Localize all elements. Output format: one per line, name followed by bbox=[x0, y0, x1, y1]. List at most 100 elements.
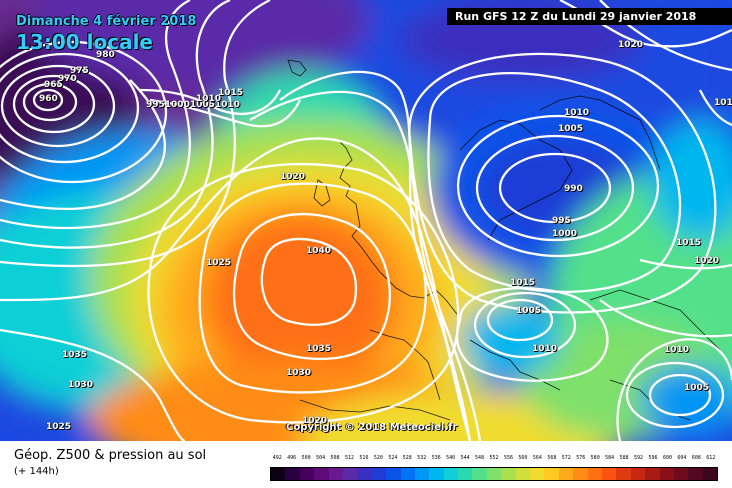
isobar-label: 1020 bbox=[618, 40, 644, 50]
scale-swatch bbox=[645, 468, 660, 480]
scale-swatch bbox=[486, 468, 502, 480]
scale-swatch bbox=[371, 468, 387, 480]
forecast-time: 13:00 locale bbox=[16, 30, 153, 54]
isobar-label: 1000 bbox=[552, 229, 578, 239]
scale-swatch bbox=[544, 468, 559, 480]
isobar-label: 1030 bbox=[286, 368, 312, 378]
scale-tick-label: 492 bbox=[272, 455, 282, 461]
scale-ticks: 492 496 500 504 508 512 516 520 524 528 532 536 540 5… bbox=[270, 455, 718, 465]
scale-bar bbox=[270, 467, 718, 481]
scale-swatch bbox=[501, 468, 516, 480]
copyright-text: Copyright © 2018 Meteociel.fr bbox=[286, 422, 458, 433]
scale-swatch bbox=[342, 468, 358, 480]
scale-swatch bbox=[616, 468, 631, 480]
isobar-label: 1020 bbox=[302, 416, 328, 426]
scale-tick-label: 592 bbox=[634, 455, 644, 461]
scale-tick-label: 540 bbox=[446, 455, 456, 461]
map-title: Géop. Z500 & pression au sol bbox=[14, 448, 207, 463]
scale-tick-label: 584 bbox=[605, 455, 615, 461]
isobar-label: 1010 bbox=[532, 344, 558, 354]
scale-swatch bbox=[458, 468, 473, 480]
scale-swatch bbox=[659, 468, 674, 480]
isobar-label: 980 bbox=[96, 50, 115, 60]
scale-tick-label: 600 bbox=[662, 455, 672, 461]
scale-swatch bbox=[314, 468, 329, 480]
scale-tick-label: 544 bbox=[460, 455, 470, 461]
scale-swatch bbox=[429, 468, 444, 480]
isobar-label: 960 bbox=[39, 94, 58, 104]
isobar-label: 1005 bbox=[516, 306, 542, 316]
scale-tick-label: 524 bbox=[388, 455, 398, 461]
isobar-label: 1040 bbox=[306, 246, 332, 256]
scale-swatch bbox=[673, 468, 689, 480]
scale-tick-label: 576 bbox=[576, 455, 586, 461]
forecast-date: Dimanche 4 février 2018 bbox=[16, 14, 197, 29]
geopotential-field bbox=[0, 0, 732, 441]
scale-swatch bbox=[299, 468, 315, 480]
scale-tick-label: 508 bbox=[330, 455, 340, 461]
scale-swatch bbox=[558, 468, 574, 480]
isobar-label: 995 bbox=[552, 216, 571, 226]
isobar-label: 1010 bbox=[564, 108, 590, 118]
scale-swatch bbox=[386, 468, 401, 480]
scale-tick-label: 504 bbox=[316, 455, 326, 461]
isobar-label: 1005 bbox=[684, 383, 710, 393]
scale-swatch bbox=[328, 468, 343, 480]
isobar-label: 1030 bbox=[68, 380, 94, 390]
scale-tick-label: 612 bbox=[706, 455, 716, 461]
scale-swatch bbox=[414, 468, 430, 480]
scale-tick-label: 596 bbox=[648, 455, 658, 461]
isobar-label: 965 bbox=[44, 80, 63, 90]
scale-tick-label: 496 bbox=[287, 455, 297, 461]
isobar-label: 1010 bbox=[664, 345, 690, 355]
scale-tick-label: 528 bbox=[402, 455, 412, 461]
forecast-range: (+ 144h) bbox=[14, 466, 59, 477]
scale-tick-label: 568 bbox=[547, 455, 557, 461]
scale-swatch bbox=[630, 468, 646, 480]
scale-swatch bbox=[573, 468, 588, 480]
scale-tick-label: 580 bbox=[590, 455, 600, 461]
isobar-label: 1025 bbox=[46, 422, 72, 432]
scale-swatch bbox=[357, 468, 372, 480]
scale-swatch bbox=[702, 468, 718, 480]
isobar-label: 1015 bbox=[510, 278, 536, 288]
scale-tick-label: 552 bbox=[489, 455, 499, 461]
scale-swatch bbox=[400, 468, 415, 480]
scale-swatch bbox=[472, 468, 487, 480]
weather-map: Dimanche 4 février 2018 13:00 locale Run… bbox=[0, 0, 732, 441]
scale-tick-label: 604 bbox=[677, 455, 687, 461]
isobar-label: 990 bbox=[564, 184, 583, 194]
scale-swatch bbox=[515, 468, 531, 480]
isobar-label: 970 bbox=[58, 74, 77, 84]
scale-tick-label: 500 bbox=[301, 455, 311, 461]
run-info: Run GFS 12 Z du Lundi 29 janvier 2018 bbox=[447, 8, 732, 25]
scale-tick-label: 532 bbox=[417, 455, 427, 461]
isobar-label: 1005 bbox=[558, 124, 584, 134]
scale-swatch bbox=[285, 468, 300, 480]
color-scale: 492 496 500 504 508 512 516 520 524 528 532 536 540 5… bbox=[270, 455, 718, 484]
scale-swatch bbox=[443, 468, 459, 480]
scale-swatch bbox=[601, 468, 617, 480]
scale-tick-label: 556 bbox=[503, 455, 513, 461]
scale-tick-label: 548 bbox=[475, 455, 485, 461]
scale-tick-label: 560 bbox=[518, 455, 528, 461]
isobar-label: 1020 bbox=[280, 172, 306, 182]
scale-swatch bbox=[688, 468, 703, 480]
isobar-label: 1020 bbox=[694, 256, 720, 266]
isobars bbox=[0, 0, 732, 441]
isobar-label: 1035 bbox=[306, 344, 332, 354]
scale-tick-label: 520 bbox=[373, 455, 383, 461]
scale-tick-label: 512 bbox=[344, 455, 354, 461]
scale-tick-label: 572 bbox=[561, 455, 571, 461]
isobar-label: 1025 bbox=[206, 258, 232, 268]
scale-swatch bbox=[271, 468, 286, 480]
scale-tick-label: 516 bbox=[359, 455, 369, 461]
isobar-label: 995100010051010 bbox=[146, 100, 240, 110]
scale-tick-label: 564 bbox=[532, 455, 542, 461]
isobar-label: 1010 bbox=[196, 94, 222, 104]
scale-swatch bbox=[530, 468, 545, 480]
scale-tick-label: 588 bbox=[619, 455, 629, 461]
scale-swatch bbox=[587, 468, 602, 480]
scale-tick-label: 608 bbox=[691, 455, 701, 461]
isobar-label: 1015 bbox=[218, 88, 244, 98]
